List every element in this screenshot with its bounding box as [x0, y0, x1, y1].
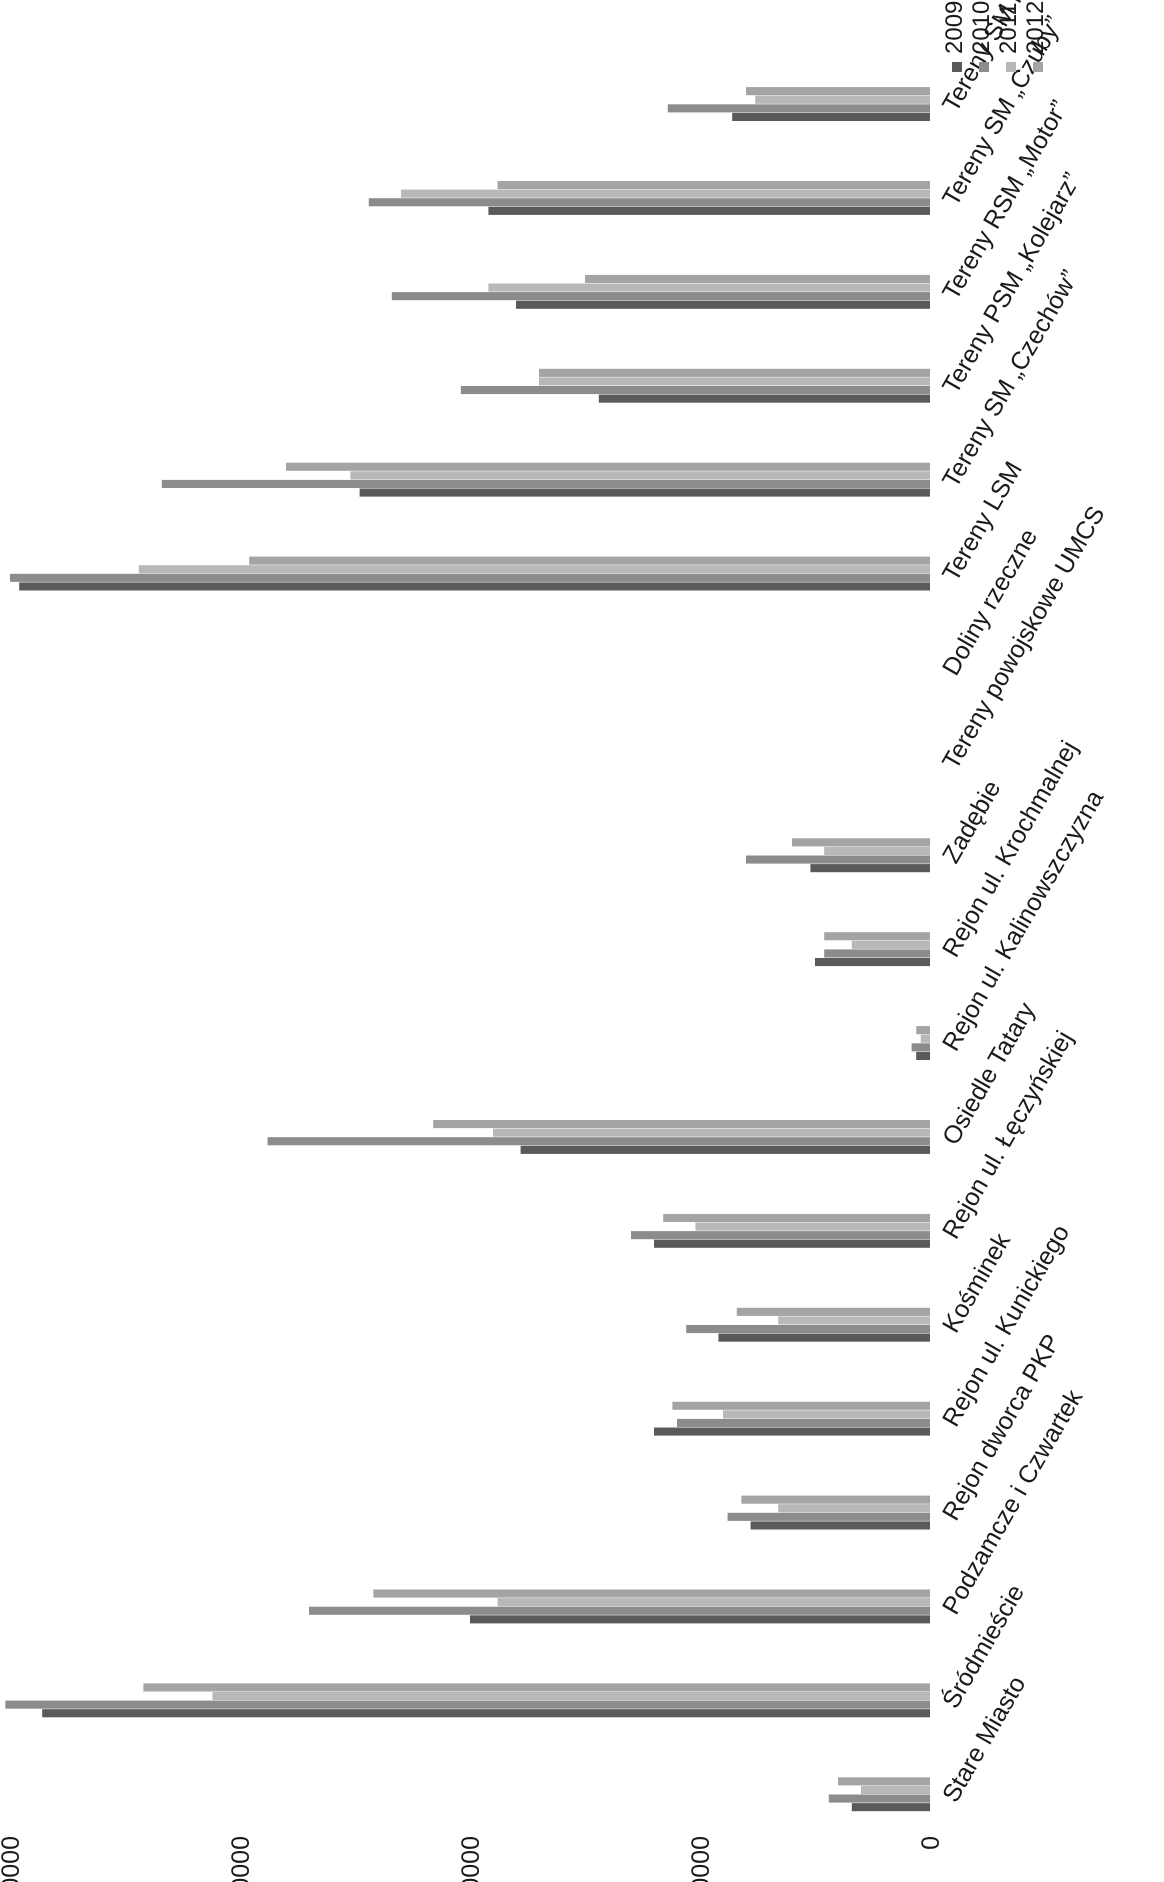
value-axis: 050000100000150000200000250000: [0, 1836, 945, 1882]
bar-2011: [755, 95, 931, 104]
bar-2012: [736, 1307, 930, 1316]
bar-2009: [815, 957, 930, 967]
legend-label: 2012: [1022, 1, 1049, 54]
y-tick-label: 0: [917, 1836, 945, 1850]
bar-2012: [249, 556, 930, 565]
bar-2012: [741, 1495, 931, 1504]
bar-2012: [792, 838, 930, 847]
bar-2010: [667, 104, 930, 113]
bar-2012: [746, 87, 930, 96]
bar-2012: [373, 1589, 930, 1598]
bar-2010: [5, 1700, 930, 1709]
legend-swatch: [952, 62, 962, 72]
bar-2010: [368, 198, 930, 207]
legend-swatch: [979, 62, 989, 72]
bar-2011: [695, 1222, 931, 1231]
bar-2010: [911, 1043, 930, 1052]
bar-2009: [750, 1521, 930, 1530]
bar-2011: [920, 1034, 930, 1043]
bar-2011: [851, 940, 930, 949]
bar-2009: [654, 1427, 930, 1436]
bar-2011: [138, 565, 931, 574]
bar-2012: [585, 274, 930, 283]
legend: 2009 2010 2011 2012: [941, 1, 1049, 72]
bar-2011: [778, 1316, 931, 1325]
bar-2012: [286, 462, 930, 471]
bar-2009: [19, 582, 930, 591]
bar-2010: [391, 292, 930, 301]
bar-2012: [672, 1401, 931, 1410]
bar-2011: [723, 1410, 930, 1419]
bar-2009: [718, 1333, 931, 1342]
bar-2009: [488, 206, 930, 215]
bar-2011: [488, 283, 930, 292]
bar-2011: [861, 1785, 930, 1794]
bar-2012: [838, 1777, 930, 1786]
bar-2010: [727, 1512, 930, 1521]
legend-label: 2010: [968, 1, 995, 54]
legend-swatch: [1033, 62, 1043, 72]
bar-2009: [42, 1709, 930, 1718]
bar-2009: [470, 1615, 930, 1624]
legend-swatch: [1006, 62, 1016, 72]
bar-2009: [810, 864, 931, 873]
bar-2009: [520, 1145, 930, 1154]
y-tick-label: 100000: [457, 1836, 485, 1882]
bar-2011: [778, 1504, 931, 1513]
bar-2010: [460, 385, 930, 395]
y-tick-label: 50000: [687, 1836, 715, 1882]
bar-2012: [539, 368, 930, 377]
legend-label: 2009: [941, 1, 968, 54]
bar-series: [5, 87, 931, 1812]
bar-2011: [497, 1598, 930, 1607]
bar-2011: [212, 1692, 930, 1701]
bar-2010: [746, 855, 930, 864]
bar-2010: [309, 1606, 930, 1615]
bar-2012: [433, 1119, 930, 1129]
bar-2011: [493, 1128, 930, 1137]
bar-2010: [10, 573, 930, 582]
bar-2010: [161, 479, 931, 488]
y-tick-label: 200000: [0, 1836, 25, 1882]
bar-2011: [824, 846, 931, 855]
bar-2010: [824, 949, 931, 958]
bar-2012: [916, 1026, 931, 1035]
bar-2012: [497, 180, 930, 190]
bar-2009: [359, 488, 931, 497]
bar-2009: [654, 1239, 930, 1248]
bar-2011: [401, 189, 930, 198]
bar-2009: [732, 112, 931, 121]
bar-2010: [631, 1231, 930, 1240]
bar-2011: [350, 471, 930, 480]
bar-2009: [916, 1051, 931, 1060]
bar-2009: [516, 300, 930, 309]
bar-2012: [143, 1683, 930, 1692]
bar-2009: [851, 1803, 930, 1812]
bar-2010: [828, 1794, 930, 1803]
bar-2009: [598, 394, 930, 403]
bar-2010: [686, 1324, 931, 1334]
bar-2010: [267, 1137, 931, 1146]
bar-2012: [824, 932, 931, 941]
y-tick-label: 150000: [227, 1836, 255, 1882]
legend-label: 2011: [995, 2, 1022, 54]
bar-2010: [677, 1418, 930, 1427]
bar-2011: [539, 377, 930, 386]
bar-2012: [663, 1213, 930, 1222]
